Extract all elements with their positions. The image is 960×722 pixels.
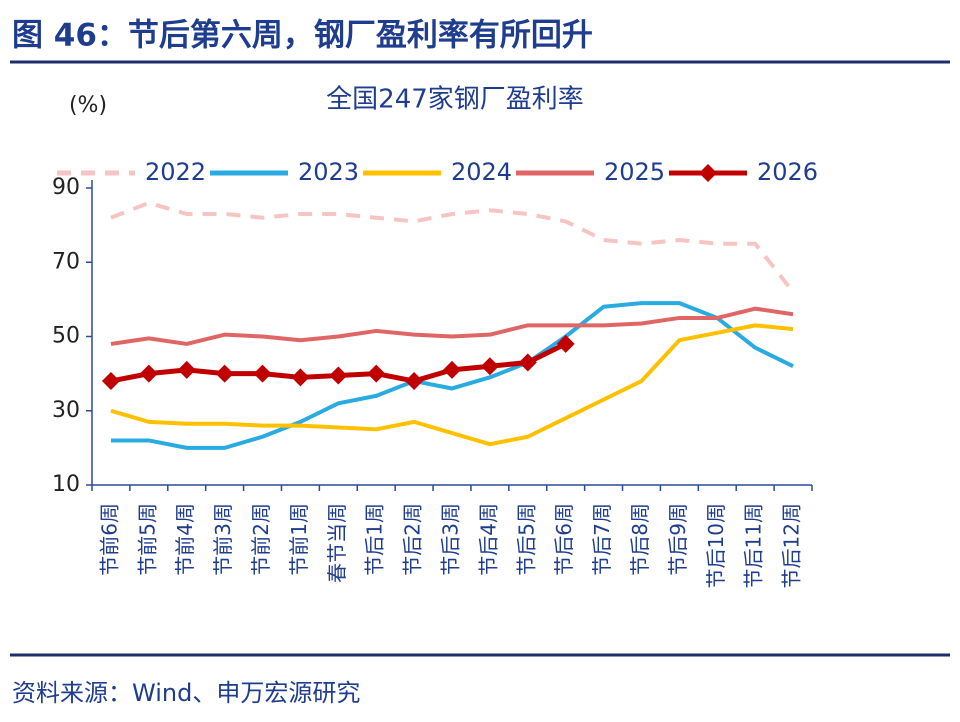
x-tick-label: 节后5周 (514, 503, 538, 576)
y-tick-label: 30 (52, 398, 80, 423)
point-marker (556, 334, 575, 353)
y-axis-label: (%) (69, 93, 107, 118)
x-tick-label: 节后4周 (476, 503, 500, 576)
legend-label: 2025 (604, 158, 665, 186)
x-tick-label: 节后10周 (704, 503, 728, 588)
x-tick-label: 节后11周 (742, 503, 766, 588)
point-marker (291, 368, 310, 387)
x-tick-label: 节后1周 (363, 503, 387, 576)
x-tick-label: 节前5周 (135, 503, 159, 576)
x-tick-label: 节后8周 (628, 503, 652, 576)
legend-label: 2024 (451, 158, 512, 186)
point-marker (367, 364, 386, 383)
x-tick-label: 节后3周 (439, 503, 463, 576)
legend-marker (699, 164, 717, 182)
x-tick-label: 节后7周 (590, 503, 614, 576)
point-marker (480, 357, 499, 376)
series-line (110, 306, 794, 346)
series-line (110, 323, 794, 447)
point-marker (215, 364, 234, 383)
series-line (110, 200, 795, 294)
legend-label: 2026 (757, 158, 818, 186)
x-tick-label: 春节当周 (325, 503, 349, 583)
y-tick-label: 90 (52, 175, 80, 200)
y-tick-label: 10 (52, 472, 80, 497)
point-marker (139, 364, 158, 383)
x-tick-label: 节前2周 (249, 503, 273, 576)
x-tick-label: 节后9周 (666, 503, 690, 576)
header-title: 图 46：节后第六周，钢厂盈利率有所回升 (12, 18, 593, 54)
x-tick-label: 节后12周 (780, 503, 804, 588)
x-tick-label: 节前3周 (211, 503, 235, 576)
point-marker (329, 366, 348, 385)
series-line (110, 301, 794, 450)
x-tick-label: 节前1周 (287, 503, 311, 576)
point-marker (101, 372, 120, 391)
y-tick-label: 50 (52, 324, 80, 349)
x-tick-label: 节前4周 (173, 503, 197, 576)
legend-label: 2022 (145, 158, 206, 186)
point-marker (518, 353, 537, 372)
source: 资料来源：Wind、申万宏源研究 (12, 679, 360, 707)
legend-label: 2023 (298, 158, 359, 186)
point-marker (177, 360, 196, 379)
point-marker (253, 364, 272, 383)
x-tick-label: 节后2周 (401, 503, 425, 576)
point-marker (405, 372, 424, 391)
chart-title: 全国247家钢厂盈利率 (326, 85, 584, 115)
point-marker (443, 360, 461, 379)
y-tick-label: 70 (52, 249, 80, 274)
x-tick-label: 节后6周 (552, 503, 576, 576)
x-tick-label: 节前6周 (97, 503, 121, 576)
